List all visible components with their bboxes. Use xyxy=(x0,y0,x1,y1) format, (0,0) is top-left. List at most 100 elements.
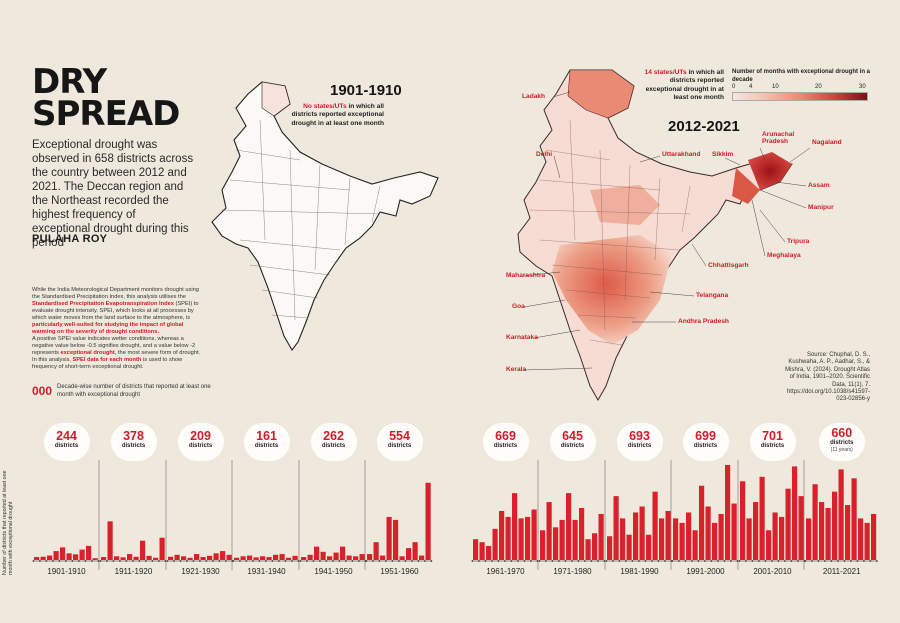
bar xyxy=(194,554,200,560)
bar xyxy=(692,530,698,560)
decade-pill: 701 districts xyxy=(749,423,796,461)
label-nagaland: Nagaland xyxy=(812,139,842,146)
baseline-tick xyxy=(684,560,687,562)
byline: PULAHA ROY xyxy=(32,233,108,245)
bar xyxy=(373,542,379,560)
baseline-tick xyxy=(644,560,647,562)
baseline-tick xyxy=(491,560,493,562)
label-meghalaya: Meghalaya xyxy=(767,252,801,259)
label-assam: Assam xyxy=(808,182,830,189)
decade-label: 1981-1990 xyxy=(620,567,659,576)
baseline-tick xyxy=(784,560,786,562)
baseline-tick xyxy=(564,560,567,562)
pill-count: 209 xyxy=(190,429,211,443)
baseline-tick xyxy=(138,560,141,562)
baseline-tick xyxy=(158,560,160,562)
bar xyxy=(320,551,326,560)
bar xyxy=(159,537,165,560)
baseline-tick xyxy=(664,560,666,562)
baseline-tick xyxy=(869,560,872,562)
bar xyxy=(479,542,485,560)
baseline-tick xyxy=(411,560,413,562)
baseline-tick xyxy=(538,560,541,562)
method-p2-red2: SPEI data for each month xyxy=(72,357,142,363)
bar xyxy=(652,491,658,560)
bar xyxy=(798,496,804,560)
bar xyxy=(607,536,613,560)
baseline-tick xyxy=(697,560,700,562)
bar xyxy=(412,542,418,560)
baseline-tick xyxy=(58,560,61,562)
right-note-rest: in which all districts reported exceptio… xyxy=(645,69,724,102)
northeast-hotspot xyxy=(748,152,792,190)
bar xyxy=(107,521,113,560)
baseline-tick xyxy=(471,560,474,562)
pill-unit: districts xyxy=(254,443,279,449)
baseline-tick xyxy=(797,560,799,562)
baseline-tick xyxy=(192,560,195,562)
baseline-tick xyxy=(558,560,560,562)
baseline-tick xyxy=(618,560,621,562)
baseline-tick xyxy=(404,560,407,562)
baseline-tick xyxy=(112,560,115,562)
baseline-tick xyxy=(430,560,433,562)
bar xyxy=(512,493,518,560)
decade-label: 1931-1940 xyxy=(247,567,286,576)
baseline-tick xyxy=(232,560,235,562)
baseline-tick xyxy=(166,560,169,562)
baseline-tick xyxy=(764,560,767,562)
label-andhra-pradesh: Andhra Pradesh xyxy=(678,318,729,325)
baseline-tick xyxy=(338,560,341,562)
bar xyxy=(864,522,870,560)
pill-unit: districts xyxy=(627,443,652,449)
decade-label: 1971-1980 xyxy=(553,567,592,576)
bar xyxy=(333,552,339,560)
baseline-tick xyxy=(179,560,182,562)
method-p2-red: exceptional drought xyxy=(60,350,115,356)
bar xyxy=(220,551,226,560)
bar xyxy=(367,554,373,560)
bar xyxy=(845,505,851,560)
baseline-tick xyxy=(372,560,374,562)
india-outline-right xyxy=(517,69,793,402)
bar xyxy=(473,539,479,560)
baseline-tick xyxy=(332,560,334,562)
baseline-tick xyxy=(876,560,878,562)
bar xyxy=(499,510,505,560)
bar xyxy=(725,464,731,560)
left-map-note: No states/UTs in which all districts rep… xyxy=(290,103,384,128)
baseline-tick xyxy=(738,560,741,562)
bar xyxy=(759,476,765,560)
baseline-tick xyxy=(312,560,315,562)
pill-count: 244 xyxy=(56,429,77,443)
bar xyxy=(286,557,292,560)
pill-unit: districts xyxy=(493,443,518,449)
baseline-tick xyxy=(258,560,261,562)
baseline-tick xyxy=(218,560,221,562)
baseline-tick xyxy=(530,560,532,562)
legend-number: 000 xyxy=(32,384,53,398)
pill-unit: districts xyxy=(693,443,718,449)
label-manipur: Manipur xyxy=(808,204,834,211)
bar xyxy=(53,551,59,560)
baseline-tick xyxy=(52,560,54,562)
baseline-tick xyxy=(824,560,826,562)
baseline-tick xyxy=(391,560,394,562)
baseline-tick xyxy=(751,560,754,562)
baseline-tick xyxy=(78,560,80,562)
pill-count: 645 xyxy=(562,429,583,443)
bar xyxy=(66,553,72,560)
baseline-tick xyxy=(678,560,680,562)
bar xyxy=(187,557,193,560)
baseline-tick xyxy=(790,560,793,562)
baseline-tick xyxy=(132,560,134,562)
bar xyxy=(86,545,92,560)
bar xyxy=(346,555,352,560)
bar xyxy=(200,557,206,560)
leader-lines xyxy=(523,91,811,371)
scale-tick-0: 0 xyxy=(732,84,736,90)
baseline-tick xyxy=(811,560,813,562)
pill-sub: (11 years) xyxy=(830,447,853,453)
baseline-tick xyxy=(545,560,547,562)
baseline-tick xyxy=(186,560,188,562)
